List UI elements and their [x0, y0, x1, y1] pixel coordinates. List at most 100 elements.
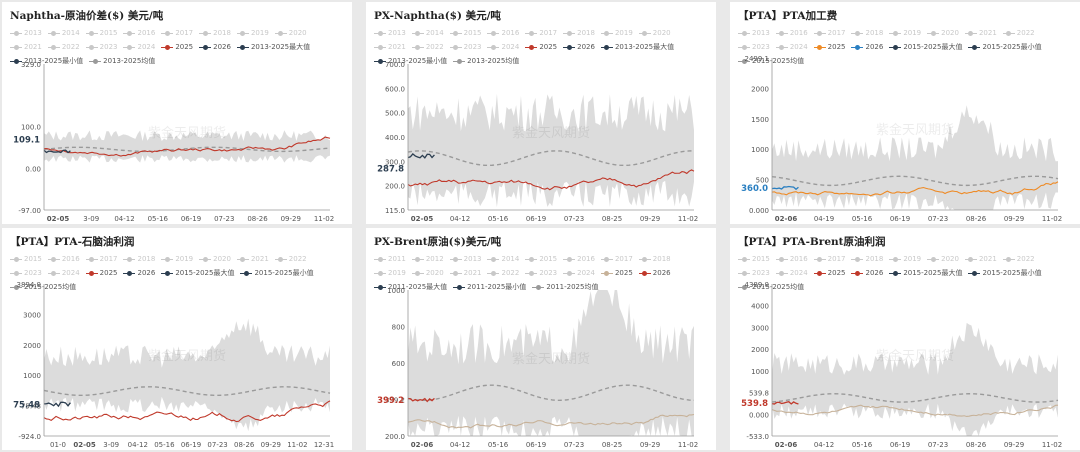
- legend-item[interactable]: 2021: [374, 40, 406, 54]
- legend-item[interactable]: 2023: [525, 266, 557, 280]
- legend-item[interactable]: 2021: [10, 40, 42, 54]
- legend-item[interactable]: 2024: [563, 266, 595, 280]
- legend-item[interactable]: 2016: [487, 26, 519, 40]
- legend-item[interactable]: 2018: [199, 26, 231, 40]
- legend-item[interactable]: 2013: [449, 252, 481, 266]
- legend-item[interactable]: 2015: [449, 26, 481, 40]
- legend-item[interactable]: 2015-2025最小值: [968, 266, 1042, 280]
- legend-item[interactable]: 2022: [47, 40, 80, 54]
- legend-item[interactable]: 2024: [775, 40, 808, 54]
- legend-item[interactable]: 2019: [161, 252, 193, 266]
- legend-item[interactable]: 2026: [851, 40, 883, 54]
- legend-item[interactable]: 2016: [775, 26, 808, 40]
- legend-item[interactable]: 2025: [813, 266, 845, 280]
- legend-item[interactable]: 2026: [638, 266, 671, 280]
- legend-item[interactable]: 2026: [123, 266, 155, 280]
- legend-item[interactable]: 2023: [10, 266, 42, 280]
- legend-item[interactable]: 2013-2025最小值: [374, 54, 447, 68]
- legend-item[interactable]: 2011-2025最大值: [374, 280, 447, 294]
- legend-item[interactable]: 2025: [525, 40, 557, 54]
- legend-item[interactable]: 2021: [964, 26, 997, 40]
- legend-item[interactable]: 2016: [47, 252, 80, 266]
- legend-item[interactable]: 2015: [85, 26, 117, 40]
- legend-item[interactable]: 2020: [199, 252, 231, 266]
- legend-item[interactable]: 2020: [927, 252, 959, 266]
- legend-item[interactable]: 2016: [775, 252, 808, 266]
- legend-item[interactable]: 2012: [411, 252, 444, 266]
- legend-item[interactable]: 2017: [600, 252, 633, 266]
- legend-item[interactable]: 2018: [123, 252, 155, 266]
- legend-item[interactable]: 2026: [199, 40, 231, 54]
- legend-item[interactable]: 2023: [738, 266, 770, 280]
- legend-item[interactable]: 2017: [85, 252, 117, 266]
- legend-item[interactable]: 2013-2025均值: [453, 54, 519, 68]
- legend-item[interactable]: 2019: [236, 26, 269, 40]
- legend-item[interactable]: 2020: [411, 266, 444, 280]
- legend-item[interactable]: 2026: [563, 40, 595, 54]
- legend-item[interactable]: 2017: [813, 26, 845, 40]
- legend-item[interactable]: 2013: [738, 26, 770, 40]
- legend-item[interactable]: 2022: [411, 40, 444, 54]
- legend-item[interactable]: 2021: [964, 252, 997, 266]
- legend-item[interactable]: 2017: [813, 252, 845, 266]
- legend-item[interactable]: 2024: [47, 266, 80, 280]
- legend-item[interactable]: 2025: [161, 40, 193, 54]
- legend-item[interactable]: 2013: [374, 26, 406, 40]
- legend-item[interactable]: 2015-2025最小值: [240, 266, 314, 280]
- legend-item[interactable]: 2013: [10, 26, 42, 40]
- legend-item[interactable]: 2025: [813, 40, 845, 54]
- legend-item[interactable]: 2016: [123, 26, 155, 40]
- legend-item[interactable]: 2015-2025最大值: [889, 266, 962, 280]
- legend-item[interactable]: 2025: [85, 266, 117, 280]
- legend-item[interactable]: 2018: [851, 252, 883, 266]
- legend-item[interactable]: 2013-2025最大值: [600, 40, 674, 54]
- legend-item[interactable]: 2022: [1002, 252, 1035, 266]
- legend-item[interactable]: 2015-2025最大值: [889, 40, 962, 54]
- legend-item[interactable]: 2025: [600, 266, 633, 280]
- legend-item[interactable]: 2019: [374, 266, 406, 280]
- legend-item[interactable]: 2016: [563, 252, 595, 266]
- legend-item[interactable]: 2014: [487, 252, 519, 266]
- legend-item[interactable]: 2020: [274, 26, 307, 40]
- legend-item[interactable]: 2022: [487, 266, 519, 280]
- legend-item[interactable]: 2021: [449, 266, 481, 280]
- legend-item[interactable]: 2015-2025最小值: [968, 40, 1042, 54]
- legend-item[interactable]: 2023: [738, 40, 770, 54]
- legend-item[interactable]: 2015-2025最大值: [161, 266, 234, 280]
- legend-item[interactable]: 2024: [123, 40, 155, 54]
- legend-item[interactable]: 2018: [851, 26, 883, 40]
- legend-item[interactable]: 2015: [525, 252, 557, 266]
- legend-item[interactable]: 2022: [274, 252, 307, 266]
- legend-item[interactable]: 2019: [889, 26, 921, 40]
- legend-item[interactable]: 2013-2025均值: [89, 54, 155, 68]
- legend-item[interactable]: 2013-2025最大值: [236, 40, 310, 54]
- legend-item[interactable]: 2011-2025最小值: [453, 280, 526, 294]
- legend-item[interactable]: 2023: [85, 40, 117, 54]
- legend-label: 2020: [213, 255, 231, 263]
- legend-item[interactable]: 2014: [411, 26, 444, 40]
- legend-item[interactable]: 2020: [927, 26, 959, 40]
- legend-item[interactable]: 2018: [638, 252, 671, 266]
- legend-item[interactable]: 2015: [738, 252, 770, 266]
- legend-item[interactable]: 2020: [638, 26, 671, 40]
- legend-item[interactable]: 2015-2025均值: [10, 280, 76, 294]
- legend-item[interactable]: 2019: [600, 26, 633, 40]
- legend-item[interactable]: 2019: [889, 252, 921, 266]
- legend-item[interactable]: 2023: [449, 40, 481, 54]
- legend-item[interactable]: 2018: [563, 26, 595, 40]
- legend-item[interactable]: 2026: [851, 266, 883, 280]
- legend-item[interactable]: 2024: [487, 40, 519, 54]
- legend-label: 2013-2025均值: [103, 57, 156, 65]
- legend-item[interactable]: 2015-2025均值: [738, 280, 804, 294]
- legend-item[interactable]: 2011-2025均值: [532, 280, 598, 294]
- legend-item[interactable]: 2015: [10, 252, 42, 266]
- legend-item[interactable]: 2017: [161, 26, 193, 40]
- legend-item[interactable]: 2011: [374, 252, 406, 266]
- legend-item[interactable]: 2022: [1002, 26, 1035, 40]
- legend-item[interactable]: 2024: [775, 266, 808, 280]
- legend-item[interactable]: 2013-2025最小值: [10, 54, 83, 68]
- legend-item[interactable]: 2017: [525, 26, 557, 40]
- legend-item[interactable]: 2014: [47, 26, 80, 40]
- legend-item[interactable]: 2015-2025均值: [738, 54, 804, 68]
- legend-item[interactable]: 2021: [236, 252, 269, 266]
